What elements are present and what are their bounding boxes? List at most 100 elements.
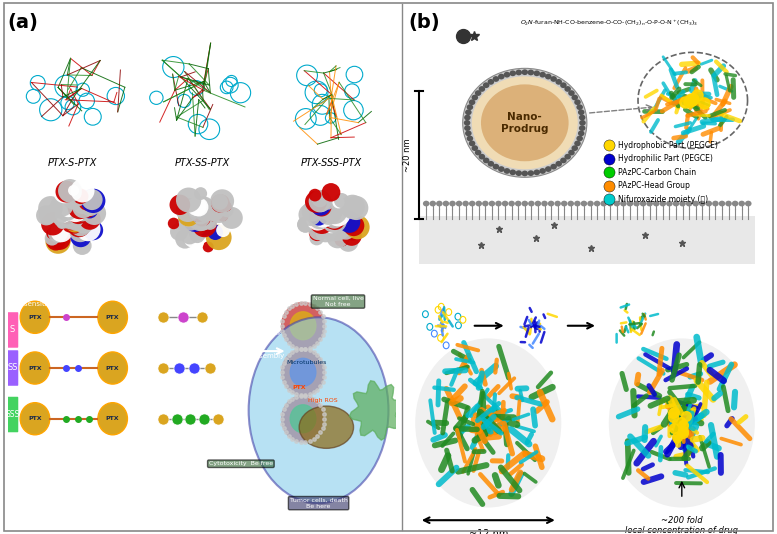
Circle shape: [502, 216, 508, 222]
Text: PTX: PTX: [106, 315, 120, 320]
Circle shape: [430, 216, 436, 222]
Circle shape: [423, 216, 430, 222]
Circle shape: [55, 180, 78, 202]
Circle shape: [70, 216, 90, 235]
Circle shape: [329, 215, 342, 227]
Circle shape: [545, 166, 552, 172]
Circle shape: [206, 225, 232, 250]
Circle shape: [321, 208, 342, 229]
Circle shape: [216, 223, 230, 237]
Text: =: =: [131, 310, 141, 324]
Circle shape: [72, 197, 94, 218]
Circle shape: [577, 104, 583, 110]
Circle shape: [579, 120, 586, 125]
Circle shape: [190, 228, 205, 243]
Circle shape: [312, 227, 323, 238]
Circle shape: [666, 201, 673, 207]
Circle shape: [594, 216, 601, 222]
Circle shape: [194, 210, 209, 225]
Circle shape: [211, 194, 230, 213]
Circle shape: [336, 222, 355, 240]
Circle shape: [463, 68, 587, 177]
Circle shape: [469, 201, 476, 207]
Circle shape: [192, 207, 210, 224]
Text: GSH-sensitivity: GSH-sensitivity: [7, 447, 61, 453]
Circle shape: [193, 214, 204, 224]
Circle shape: [639, 201, 646, 207]
Circle shape: [179, 209, 201, 231]
Circle shape: [70, 215, 92, 236]
Circle shape: [725, 201, 732, 207]
Circle shape: [65, 213, 79, 227]
Circle shape: [207, 210, 220, 222]
Circle shape: [197, 210, 211, 225]
Circle shape: [550, 164, 557, 169]
Circle shape: [197, 200, 214, 216]
Circle shape: [190, 198, 208, 216]
Circle shape: [207, 225, 223, 240]
Circle shape: [65, 216, 84, 234]
Circle shape: [308, 207, 331, 229]
Circle shape: [61, 210, 82, 230]
Circle shape: [745, 201, 751, 207]
Circle shape: [49, 229, 71, 250]
Circle shape: [633, 201, 639, 207]
Circle shape: [320, 211, 343, 233]
Circle shape: [322, 198, 334, 210]
Circle shape: [493, 164, 500, 169]
Circle shape: [291, 405, 315, 433]
Circle shape: [528, 201, 535, 207]
Circle shape: [333, 214, 347, 227]
Circle shape: [495, 201, 502, 207]
Circle shape: [281, 396, 325, 442]
Circle shape: [564, 154, 571, 160]
Circle shape: [55, 206, 72, 223]
Circle shape: [281, 302, 325, 349]
Circle shape: [179, 211, 200, 232]
Circle shape: [212, 194, 228, 210]
Circle shape: [324, 205, 342, 223]
Circle shape: [464, 120, 470, 125]
Circle shape: [719, 216, 725, 222]
Circle shape: [328, 208, 344, 224]
Circle shape: [68, 195, 92, 219]
Circle shape: [738, 201, 745, 207]
Circle shape: [323, 210, 339, 226]
Circle shape: [193, 208, 211, 226]
Circle shape: [706, 216, 713, 222]
Circle shape: [578, 130, 584, 136]
Circle shape: [673, 216, 679, 222]
Circle shape: [194, 208, 216, 229]
Circle shape: [503, 72, 510, 77]
Circle shape: [334, 193, 349, 208]
Circle shape: [68, 190, 85, 207]
Circle shape: [78, 208, 101, 230]
Circle shape: [185, 203, 211, 229]
Circle shape: [190, 208, 213, 230]
Circle shape: [653, 216, 660, 222]
Circle shape: [203, 216, 215, 228]
Circle shape: [60, 200, 77, 217]
Circle shape: [74, 209, 85, 221]
Circle shape: [638, 52, 747, 148]
Circle shape: [577, 136, 583, 142]
Circle shape: [217, 210, 228, 222]
Circle shape: [79, 194, 101, 216]
Circle shape: [699, 201, 706, 207]
Circle shape: [686, 201, 692, 207]
Circle shape: [660, 201, 666, 207]
Circle shape: [203, 241, 214, 253]
Circle shape: [179, 206, 200, 227]
Circle shape: [73, 189, 89, 204]
Circle shape: [57, 218, 68, 229]
Circle shape: [176, 187, 201, 213]
Circle shape: [521, 69, 528, 75]
Circle shape: [550, 76, 557, 82]
Circle shape: [59, 208, 75, 224]
Circle shape: [71, 226, 91, 247]
Text: PAzPC-Head Group: PAzPC-Head Group: [618, 181, 690, 190]
Circle shape: [554, 216, 561, 222]
Circle shape: [322, 208, 347, 233]
Circle shape: [47, 228, 57, 239]
Circle shape: [47, 200, 71, 224]
